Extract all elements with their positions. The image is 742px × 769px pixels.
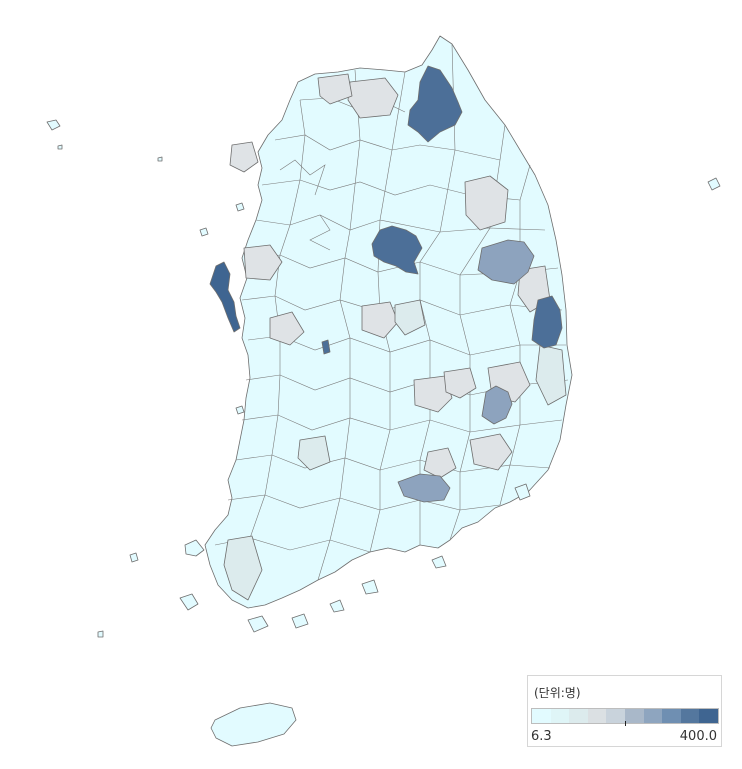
legend: (단위:명) 6.3 400.0 bbox=[527, 675, 722, 747]
legend-swatch-8 bbox=[680, 709, 700, 723]
legend-swatch-2 bbox=[569, 709, 588, 723]
region-gunwi bbox=[481, 385, 513, 425]
legend-max-label: 400.0 bbox=[679, 729, 717, 744]
region-chungju bbox=[371, 225, 423, 275]
islands bbox=[46, 119, 721, 747]
baengnyeong-island bbox=[46, 119, 61, 131]
region-sejong bbox=[321, 339, 331, 355]
jeju-island bbox=[210, 702, 297, 747]
light-gray-districts bbox=[223, 73, 567, 601]
legend-swatch-4 bbox=[606, 709, 625, 723]
region-andong bbox=[477, 239, 535, 285]
legend-min-label: 6.3 bbox=[531, 729, 552, 744]
legend-title: (단위:명) bbox=[534, 686, 581, 700]
region-inje bbox=[407, 65, 463, 143]
legend-swatch-0 bbox=[532, 709, 551, 723]
legend-color-scale bbox=[531, 708, 719, 724]
legend-swatch-6 bbox=[643, 709, 663, 723]
legend-swatch-1 bbox=[550, 709, 570, 723]
legend-swatch-9 bbox=[699, 709, 718, 723]
legend-swatch-7 bbox=[662, 709, 681, 723]
legend-swatch-3 bbox=[587, 709, 607, 723]
highlighted-districts bbox=[209, 65, 563, 503]
ulleung-island bbox=[707, 177, 721, 191]
legend-swatch-5 bbox=[624, 709, 644, 723]
region-taean bbox=[209, 261, 241, 333]
region-hapcheon bbox=[397, 473, 451, 503]
legend-tick-marker bbox=[625, 721, 626, 726]
region-yeongdeok bbox=[531, 295, 563, 349]
